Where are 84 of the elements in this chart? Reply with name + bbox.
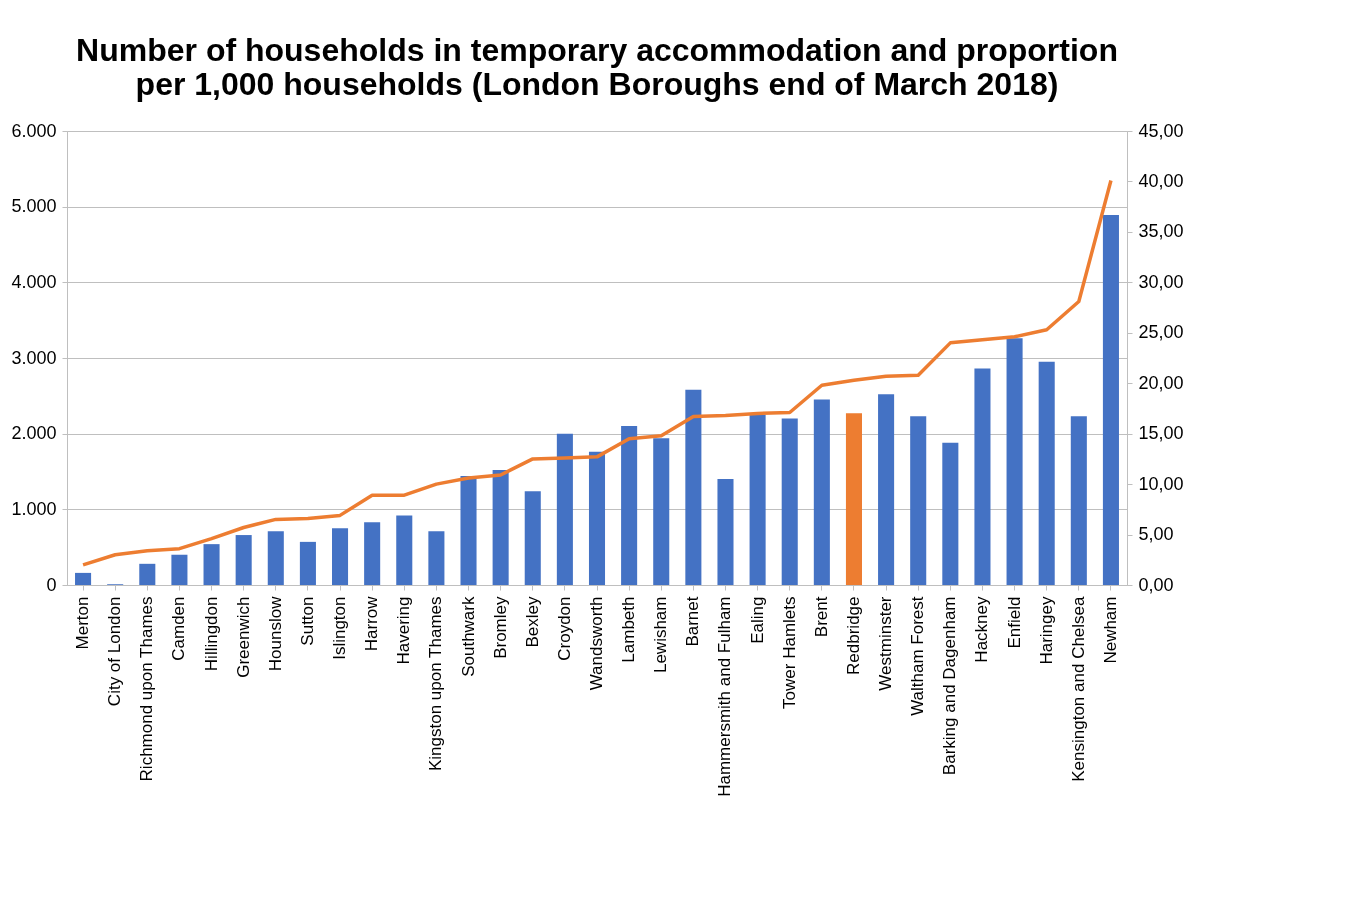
bar — [974, 368, 991, 585]
x-tick-label: Enfield — [1004, 596, 1024, 649]
x-tick-label: Sutton — [297, 596, 317, 646]
x-tick-label: Camden — [169, 596, 189, 661]
x-tick-label: Croydon — [554, 596, 574, 661]
bar — [139, 563, 156, 585]
y2-tick-label: 5,00 — [1138, 524, 1174, 545]
bar — [942, 442, 959, 585]
bar — [171, 554, 188, 585]
x-tick-label: Lambeth — [619, 596, 639, 663]
bar — [717, 479, 734, 585]
bar — [556, 433, 573, 585]
x-tick-label: Southwark — [458, 596, 478, 677]
bar — [492, 469, 509, 585]
bar — [235, 535, 252, 585]
x-tick-label: Ealing — [747, 596, 767, 644]
bar — [460, 476, 477, 585]
bar — [524, 491, 541, 585]
y-tick-label: 1.000 — [11, 498, 57, 519]
x-tick-label: Westminster — [876, 596, 896, 691]
bar — [203, 544, 220, 585]
y2-tick-label: 0,00 — [1138, 574, 1174, 595]
bar — [621, 426, 638, 585]
y2-tick-label: 15,00 — [1138, 423, 1184, 444]
y-tick-label: 2.000 — [11, 423, 57, 444]
bar — [75, 572, 92, 585]
x-tick-label: Harrow — [362, 595, 382, 652]
x-tick-label: Havering — [394, 596, 414, 665]
x-tick-label: Bromley — [490, 596, 510, 659]
y2-tick-label: 20,00 — [1138, 372, 1184, 393]
x-tick-label: Redbridge — [843, 596, 863, 675]
x-tick-label: Barnet — [683, 596, 703, 647]
y-tick-label: 3.000 — [11, 347, 57, 368]
y-tick-label: 0 — [46, 574, 57, 595]
bar — [1006, 338, 1023, 585]
x-tick-label: Richmond upon Thames — [137, 596, 157, 782]
y-tick-label: 5.000 — [11, 196, 57, 217]
bar — [1070, 416, 1087, 585]
x-tick-label: Hammersmith and Fulham — [715, 596, 735, 797]
bar — [813, 399, 830, 585]
x-tick-label: Haringey — [1036, 596, 1056, 665]
bar — [878, 394, 895, 585]
x-tick-label: Wandsworth — [587, 596, 606, 691]
bar — [749, 414, 766, 585]
x-tick-label: Hounslow — [265, 595, 285, 672]
bar — [267, 531, 284, 585]
x-tick-label: Lewisham — [651, 596, 671, 674]
y-tick-label: 4.000 — [11, 271, 57, 292]
x-tick-label: Waltham Forest — [908, 596, 928, 716]
y2-tick-label: 10,00 — [1138, 473, 1184, 494]
bar — [332, 528, 349, 585]
bar — [1038, 361, 1055, 585]
bar — [364, 522, 381, 585]
y2-tick-label: 35,00 — [1138, 221, 1184, 242]
x-tick-label: Kensington and Chelsea — [1068, 595, 1088, 782]
x-tick-label: Islington — [330, 596, 350, 660]
x-tick-label: Barking and Dagenham — [940, 596, 960, 776]
line-series — [81, 178, 1113, 567]
x-tick-label: City of London — [105, 596, 125, 707]
x-tick-label: Hackney — [972, 596, 992, 663]
bar — [428, 531, 445, 585]
bar — [845, 413, 862, 585]
bar — [299, 541, 316, 585]
x-tick-label: Hillingdon — [201, 596, 221, 672]
y2-tick-label: 30,00 — [1138, 271, 1184, 292]
x-tick-label: Merton — [73, 596, 93, 650]
x-tick-label: Brent — [811, 596, 831, 638]
y2-tick-label: 45,00 — [1138, 120, 1184, 141]
bar — [910, 416, 927, 585]
x-tick-label: Greenwich — [233, 596, 253, 678]
x-tick-label: Tower Hamlets — [779, 596, 799, 709]
x-tick-label: Bexley — [522, 596, 542, 648]
chart-title: Number of households in temporary accommodation and proportion per 1,000 households (London Boroughs end of March 2018) — [76, 32, 1118, 102]
bar — [396, 515, 413, 585]
bar — [588, 451, 606, 585]
x-tick-label: Kingston upon Thames — [426, 596, 446, 772]
bar — [1102, 214, 1119, 585]
y2-tick-label: 25,00 — [1138, 322, 1184, 343]
y-tick-label: 6.000 — [11, 120, 57, 141]
y2-tick-label: 40,00 — [1138, 170, 1184, 191]
bar — [685, 389, 702, 585]
x-tick-label: Newham — [1100, 596, 1120, 664]
bar — [653, 438, 670, 585]
bar — [781, 418, 798, 585]
